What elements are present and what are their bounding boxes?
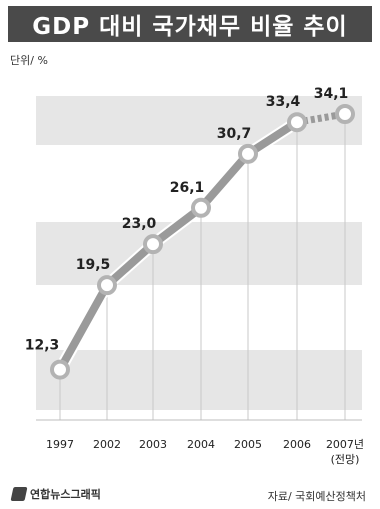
x-tick-label-2007년: 2007년 bbox=[326, 438, 364, 451]
x-tick-label-2003: 2003 bbox=[139, 438, 167, 451]
data-point-2004 bbox=[191, 197, 211, 218]
background-band-1 bbox=[36, 222, 362, 285]
x-tick-label-2002: 2002 bbox=[93, 438, 121, 451]
x-tick-label-2005: 2005 bbox=[234, 438, 262, 451]
data-label-2004: 26,1 bbox=[170, 180, 205, 196]
data-label-2005: 30,7 bbox=[217, 126, 252, 142]
data-point-2005 bbox=[238, 143, 258, 164]
x-tick-label-2006: 2006 bbox=[283, 438, 311, 451]
logo-icon bbox=[10, 487, 28, 501]
data-label-2007년: 34,1 bbox=[314, 86, 349, 102]
source-note: 자료/ 국회예산정책처 bbox=[267, 490, 366, 503]
x-tick-label-1997: 1997 bbox=[46, 438, 74, 451]
data-point-2007년 bbox=[335, 104, 355, 124]
data-point-2003 bbox=[143, 234, 163, 255]
unit-label: 단위/ % bbox=[10, 54, 48, 67]
data-label-2003: 23,0 bbox=[122, 216, 157, 232]
data-point-1997 bbox=[50, 359, 70, 380]
x-tick-label-2004: 2004 bbox=[187, 438, 215, 451]
data-point-2002 bbox=[97, 275, 117, 296]
data-point-2006 bbox=[287, 112, 307, 133]
background-band-2 bbox=[36, 350, 362, 410]
publisher-logo: 연합뉴스그래픽 bbox=[10, 486, 101, 502]
chart-title: GDP 대비 국가채무 비율 추이 bbox=[8, 6, 372, 42]
x-tick-note-2007년: (전망) bbox=[331, 453, 360, 466]
data-label-2006: 33,4 bbox=[266, 94, 301, 110]
data-label-1997: 12,3 bbox=[25, 338, 60, 354]
data-label-2002: 19,5 bbox=[76, 257, 111, 273]
publisher-name: 연합뉴스그래픽 bbox=[30, 488, 101, 501]
